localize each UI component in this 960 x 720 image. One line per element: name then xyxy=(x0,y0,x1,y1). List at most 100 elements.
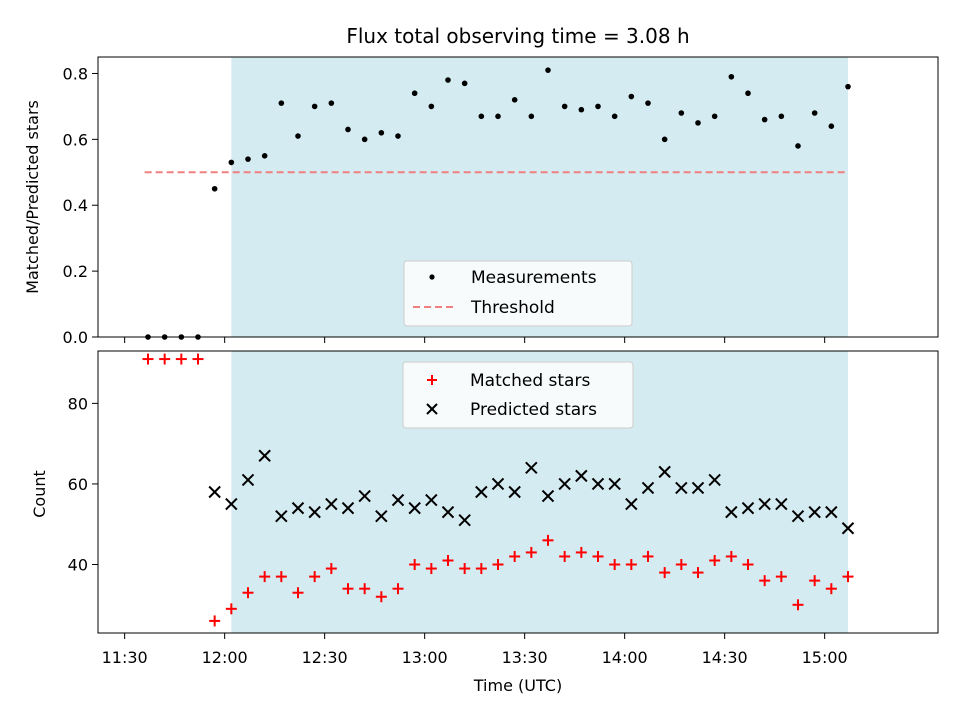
predicted-stars-point xyxy=(208,485,221,499)
y-tick-label: 0.8 xyxy=(63,64,88,83)
matched-stars-point xyxy=(392,583,404,595)
predicted-stars-point xyxy=(291,501,305,515)
measurement-point xyxy=(445,77,451,83)
y-tick-label: 0.4 xyxy=(63,196,88,215)
bottom-marks xyxy=(142,353,855,627)
predicted-stars-point xyxy=(758,497,771,511)
measurement-point xyxy=(378,129,385,136)
measurement-point xyxy=(811,110,818,116)
y-tick-label: 0.0 xyxy=(63,328,88,347)
predicted-stars-point xyxy=(425,493,438,507)
matched-stars-point xyxy=(575,546,587,558)
matched-stars-point xyxy=(609,559,621,571)
matched-stars-point xyxy=(409,559,421,571)
measurement-point xyxy=(511,97,518,103)
matched-stars-point xyxy=(192,353,204,365)
matched-stars-point xyxy=(475,563,487,575)
predicted-stars-point xyxy=(458,513,471,527)
predicted-stars-point xyxy=(491,477,505,491)
matched-stars-point xyxy=(375,591,387,603)
legend-predicted-marker xyxy=(426,403,438,415)
matched-stars-point xyxy=(325,563,337,575)
predicted-stars-point xyxy=(391,493,405,507)
matched-stars-point xyxy=(292,587,304,599)
bottom-legend: Matched stars Predicted stars xyxy=(402,361,634,429)
predicted-stars-point xyxy=(791,509,805,523)
bottom-x-axis-label: Time (UTC) xyxy=(473,676,562,695)
matched-stars-point xyxy=(492,559,504,571)
predicted-stars-point xyxy=(475,485,488,499)
y-tick-label: 40 xyxy=(68,556,88,575)
measurement-point xyxy=(595,103,601,110)
y-tick-label: 60 xyxy=(68,475,88,494)
x-tick-label: 14:00 xyxy=(602,648,648,667)
top-legend-box xyxy=(403,260,633,327)
predicted-stars-point xyxy=(708,473,721,487)
measurement-point xyxy=(361,136,368,143)
y-tick-label: 0.6 xyxy=(63,130,88,149)
measurement-point xyxy=(561,103,568,110)
measurement-point xyxy=(328,100,335,106)
matched-stars-point xyxy=(659,567,671,579)
top-panel-frame xyxy=(97,56,939,338)
measurement-point xyxy=(295,133,301,139)
predicted-stars-point xyxy=(408,501,421,515)
measurement-point xyxy=(245,156,251,162)
x-tick-label: 11:30 xyxy=(102,648,148,667)
matched-stars-point xyxy=(559,550,571,562)
measurement-point xyxy=(461,80,468,87)
measurement-point xyxy=(611,113,618,120)
top-y-axis-ticks: 0.0 0.2 0.4 0.6 0.8 xyxy=(63,64,98,347)
measurement-point xyxy=(528,113,535,120)
measurement-point xyxy=(578,106,585,113)
bottom-y-axis-ticks: 40 60 80 xyxy=(68,394,98,575)
matched-stars-point xyxy=(309,571,321,583)
measurement-point xyxy=(778,113,785,120)
measurement-point xyxy=(428,103,435,110)
top-marks xyxy=(145,67,851,340)
measurement-point xyxy=(695,120,701,126)
x-tick-label: 12:30 xyxy=(302,648,348,667)
legend-predicted-label: Predicted stars xyxy=(470,400,597,420)
matched-stars-point xyxy=(159,353,171,365)
measurement-point xyxy=(311,103,318,110)
predicted-stars-point xyxy=(358,489,371,503)
x-tick-label: 13:00 xyxy=(402,648,448,667)
measurement-point xyxy=(711,113,718,120)
matched-stars-point xyxy=(242,587,254,599)
predicted-stars-point xyxy=(275,509,288,523)
measurement-point xyxy=(278,100,285,106)
legend-matched-label: Matched stars xyxy=(470,371,590,391)
matched-stars-point xyxy=(209,615,221,627)
predicted-stars-point xyxy=(625,497,638,511)
matched-stars-point xyxy=(792,599,804,611)
predicted-stars-point xyxy=(741,501,755,515)
matched-stars-point xyxy=(725,550,737,562)
measurement-point xyxy=(661,136,668,143)
predicted-stars-point xyxy=(258,449,271,462)
measurement-point xyxy=(678,110,685,116)
predicted-stars-point xyxy=(641,481,655,495)
measurement-point xyxy=(411,90,418,97)
measurement-point xyxy=(745,90,751,97)
predicted-stars-point xyxy=(775,497,788,511)
predicted-stars-point xyxy=(375,509,388,523)
matched-stars-point xyxy=(759,575,771,587)
predicted-stars-point xyxy=(325,497,338,511)
predicted-stars-point xyxy=(658,465,671,479)
bottom-x-axis-ticks: 11:30 12:00 12:30 13:00 13:30 14:00 14:30 15:00 xyxy=(102,633,848,667)
legend-measurements-marker xyxy=(429,274,435,280)
measurement-point xyxy=(211,185,218,192)
matched-stars-point xyxy=(259,571,271,583)
predicted-stars-point xyxy=(825,505,838,519)
measurement-point xyxy=(228,159,235,166)
matched-stars-point xyxy=(509,550,521,562)
measurement-point xyxy=(495,113,501,120)
measurement-point xyxy=(728,73,735,80)
measurement-point xyxy=(645,100,651,106)
matched-stars-point xyxy=(342,583,354,595)
matched-stars-point xyxy=(675,559,687,571)
predicted-stars-point xyxy=(308,505,321,519)
matched-stars-point xyxy=(742,559,754,571)
